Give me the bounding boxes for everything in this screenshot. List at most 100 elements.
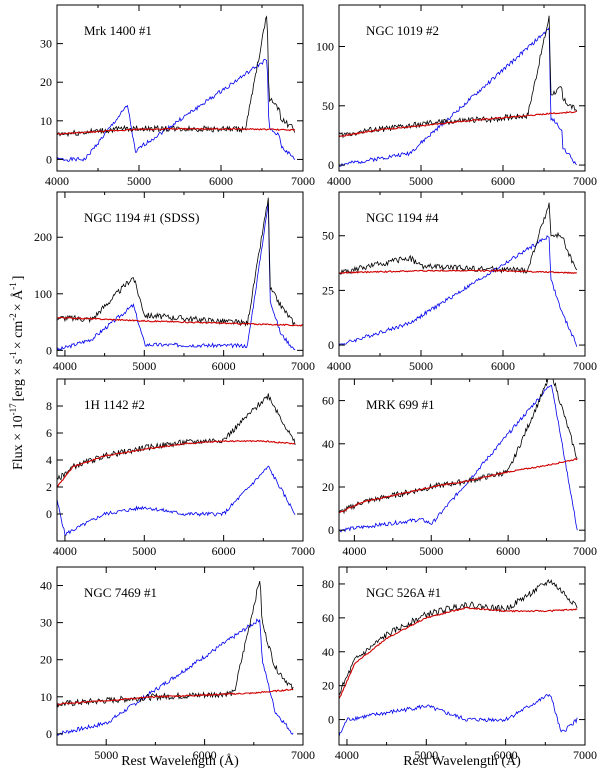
plot-area — [339, 579, 578, 738]
x-tick-label: 5000 — [132, 544, 156, 558]
x-tick-label: 5000 — [127, 174, 151, 188]
y-tick-label: 0 — [46, 343, 52, 357]
x-tick-label: 6000 — [491, 174, 515, 188]
y-tick-label: 2 — [46, 480, 52, 494]
x-axis-label-right: Rest Wavelength (Å) — [403, 753, 521, 769]
plot-area — [57, 393, 296, 536]
panel-frame — [56, 191, 304, 357]
spectrum-panel-2: 4000 5000 6000 7000 0 50 100 NGC 1019 #2 — [316, 4, 597, 188]
model-line — [57, 688, 294, 706]
x-tick-label: 4000 — [342, 544, 366, 558]
x-tick-label: 4000 — [335, 748, 359, 762]
y-tick-label: 60 — [322, 611, 334, 625]
y-tick-label: 40 — [322, 437, 334, 451]
y-tick-label: 40 — [322, 645, 334, 659]
x-tick-label: 6000 — [193, 748, 217, 762]
x-tick-label: 6000 — [494, 748, 518, 762]
y-label-s-exp: -1 — [8, 351, 18, 359]
model-line — [57, 127, 296, 136]
x-axis-label-left: Rest Wavelength (Å) — [121, 753, 239, 769]
panel-title: Mrk 1400 #1 — [84, 23, 152, 38]
plot-area — [339, 379, 578, 533]
y-tick-label: 6 — [46, 426, 52, 440]
y-tick-label: 200 — [34, 230, 52, 244]
residual-line — [339, 235, 578, 347]
residual-line — [339, 27, 577, 167]
x-tick-label: 7000 — [573, 359, 597, 373]
x-tick-label: 7000 — [573, 544, 597, 558]
spectrum-panel-8: 4000 5000 6000 7000 0 20 40 60 80 NGC 526A #1 — [322, 566, 597, 762]
y-tick-label: 0 — [328, 523, 334, 537]
x-tick-label: 7000 — [573, 174, 597, 188]
residual-line — [57, 58, 296, 162]
panel-title: NGC 1194 #4 — [366, 210, 439, 225]
x-tick-label: 4000 — [53, 359, 77, 373]
y-tick-label: 0 — [328, 338, 334, 352]
x-tick-label: 6000 — [209, 174, 233, 188]
y-tick-label: 10 — [40, 114, 52, 128]
x-tick-label: 7000 — [291, 359, 315, 373]
x-tick-label: 5000 — [419, 544, 443, 558]
panel-title: NGC 1019 #2 — [366, 23, 439, 38]
x-tick-label: 7000 — [291, 748, 315, 762]
residual-line — [57, 618, 294, 736]
x-tick-label: 7000 — [291, 544, 315, 558]
spectrum-panel-6: 4000 5000 6000 7000 0 20 40 60 MRK 699 #1 — [322, 378, 597, 558]
plot-area — [339, 202, 578, 347]
spectrum-panel-4: 4000 5000 6000 7000 0 25 50 NGC 1194 #4 — [322, 191, 597, 373]
x-tick-label: 4000 — [45, 174, 69, 188]
y-tick-label: 4 — [46, 453, 52, 467]
y-tick-label: 0 — [328, 713, 334, 727]
x-tick-label: 4000 — [327, 174, 351, 188]
x-tick-label: 5000 — [94, 748, 118, 762]
plot-area — [339, 15, 578, 167]
y-tick-label: 10 — [40, 690, 52, 704]
x-tick-label: 5000 — [414, 748, 438, 762]
observed-line — [57, 197, 296, 327]
panel-title: NGC 7469 #1 — [84, 585, 157, 600]
y-tick-label: 0 — [46, 507, 52, 521]
residual-line — [57, 202, 296, 352]
y-axis-label: Flux × 10-17[erg × s-1× cm-2× Å-1] — [8, 276, 26, 470]
x-tick-label: 6000 — [212, 544, 236, 558]
y-tick-label: 60 — [322, 394, 334, 408]
y-label-prefix: Flux × 10 — [11, 415, 26, 470]
y-label-ang-part: × Å — [10, 289, 26, 311]
y-tick-label: 20 — [322, 480, 334, 494]
y-tick-label: 25 — [322, 283, 334, 297]
residual-line — [339, 693, 578, 738]
y-tick-label: 100 — [316, 40, 334, 54]
y-tick-label: 40 — [40, 579, 52, 593]
model-line — [57, 439, 296, 488]
y-tick-label: 0 — [46, 152, 52, 166]
spectrum-panel-1: 4000 5000 6000 7000 0 10 20 30 Mrk 1400 #1 — [40, 4, 315, 188]
y-label-cm-part: × cm — [11, 321, 26, 350]
panel-title: MRK 699 #1 — [366, 397, 435, 412]
panel-frame — [338, 378, 586, 542]
x-tick-label: 7000 — [573, 748, 597, 762]
plot-area — [57, 15, 296, 162]
x-tick-label: 5000 — [409, 359, 433, 373]
y-label-exp: -17 — [8, 403, 18, 415]
x-tick-label: 5000 — [409, 174, 433, 188]
y-label-units-open: [erg × s — [11, 359, 26, 402]
panel-title: NGC 526A #1 — [366, 585, 441, 600]
panel-frame — [56, 566, 304, 746]
y-tick-label: 20 — [40, 653, 52, 667]
x-tick-label: 6000 — [496, 544, 520, 558]
y-tick-label: 30 — [40, 37, 52, 51]
x-tick-label: 7000 — [291, 174, 315, 188]
x-tick-label: 6000 — [491, 359, 515, 373]
observed-line — [339, 379, 578, 515]
y-tick-label: 20 — [322, 679, 334, 693]
y-tick-label: 50 — [322, 99, 334, 113]
spectrum-panel-5: 4000 5000 6000 7000 0 2 4 6 8 1H 1142 #2 — [46, 378, 315, 558]
y-label-units-close: ] — [11, 276, 26, 281]
y-label-cm-exp: -2 — [8, 313, 18, 321]
model-line — [339, 458, 578, 514]
observed-line — [57, 581, 294, 708]
observed-line — [339, 15, 578, 139]
plot-area — [57, 581, 294, 736]
model-line — [339, 269, 578, 275]
